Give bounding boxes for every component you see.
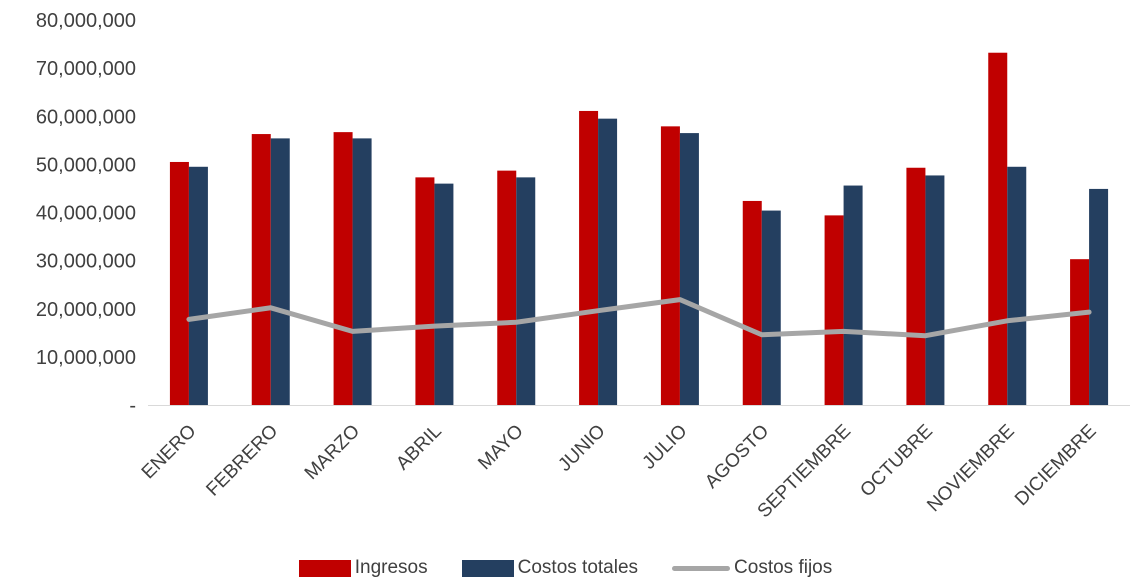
line-point bbox=[1088, 311, 1090, 313]
legend-item: Costos fijos bbox=[672, 557, 832, 579]
x-tick-label: ABRIL bbox=[392, 421, 446, 475]
bar-ingresos bbox=[660, 126, 680, 405]
x-tick-label: OCTUBRE bbox=[856, 421, 937, 502]
legend-label: Costos fijos bbox=[734, 557, 833, 578]
legend-item: Ingresos bbox=[298, 557, 428, 579]
y-tick-label: 80,000,000 bbox=[36, 10, 136, 32]
bar-costos-totales bbox=[516, 177, 536, 405]
bar-costos-totales bbox=[270, 138, 290, 405]
line-point bbox=[515, 321, 517, 323]
y-tick-label: 60,000,000 bbox=[36, 106, 136, 128]
x-tick-label: FEBRERO bbox=[202, 421, 282, 501]
y-tick-label: 70,000,000 bbox=[36, 58, 136, 80]
line-point bbox=[924, 335, 926, 337]
legend-label: Ingresos bbox=[354, 557, 428, 578]
x-tick-label: ENERO bbox=[138, 421, 201, 484]
bar-ingresos bbox=[988, 52, 1008, 405]
y-tick-label: 20,000,000 bbox=[36, 299, 136, 321]
x-tick-label: AGOSTO bbox=[701, 421, 773, 493]
bar-ingresos bbox=[251, 134, 271, 405]
legend: Ingresos Costos totales Costos fijos bbox=[0, 553, 1131, 583]
bar-costos-totales bbox=[352, 138, 372, 405]
line-point bbox=[679, 299, 681, 301]
line-point bbox=[352, 330, 354, 332]
bar-ingresos bbox=[742, 200, 762, 405]
bar-costos-totales bbox=[434, 183, 454, 405]
legend-label: Costos totales bbox=[517, 557, 639, 578]
x-tick-label: MARZO bbox=[301, 421, 364, 484]
x-tick-label: NOVIEMBRE bbox=[923, 421, 1018, 516]
y-tick-label: - bbox=[129, 395, 136, 417]
bar-costos-totales bbox=[843, 185, 863, 405]
bar-ingresos bbox=[1070, 259, 1090, 405]
bar-costos-totales bbox=[188, 166, 208, 405]
bar-ingresos bbox=[824, 215, 844, 405]
x-tick-label: JUNIO bbox=[554, 421, 609, 476]
bar-costos-totales bbox=[1007, 166, 1027, 405]
bar-costos-totales bbox=[925, 175, 945, 405]
y-tick-label: 50,000,000 bbox=[36, 154, 136, 176]
legend-item: Costos totales bbox=[461, 557, 639, 579]
bar-costos-totales bbox=[679, 133, 699, 405]
legend-swatch bbox=[672, 565, 731, 571]
line-point bbox=[270, 307, 272, 309]
line-costos-fijos bbox=[186, 297, 1092, 339]
line-point bbox=[597, 310, 599, 312]
line-point bbox=[433, 325, 435, 327]
bar-ingresos bbox=[906, 167, 926, 405]
x-tick-label: MAYO bbox=[474, 421, 527, 474]
bar-ingresos bbox=[333, 132, 353, 405]
line-point bbox=[761, 334, 763, 336]
bar-costos-totales bbox=[1089, 188, 1109, 405]
bar-costos-totales bbox=[598, 118, 618, 405]
legend-swatch bbox=[298, 559, 351, 577]
legend-swatch bbox=[461, 559, 514, 577]
y-tick-label: 30,000,000 bbox=[36, 251, 136, 273]
line-point bbox=[843, 330, 845, 332]
line-point bbox=[188, 318, 190, 320]
bar-ingresos bbox=[497, 170, 517, 405]
y-tick-label: 10,000,000 bbox=[36, 347, 136, 369]
y-tick-label: 40,000,000 bbox=[36, 203, 136, 225]
chart: - 10,000,000 20,000,000 30,000,000 40,000,00… bbox=[36, 10, 1130, 522]
line-point bbox=[1006, 320, 1008, 322]
x-tick-label: JULIO bbox=[639, 421, 692, 474]
bar-ingresos bbox=[579, 110, 599, 406]
bar-ingresos bbox=[169, 161, 189, 405]
x-tick-label: DICIEMBRE bbox=[1011, 421, 1101, 511]
bar-ingresos bbox=[415, 177, 435, 405]
bar-costos-totales bbox=[761, 210, 781, 405]
